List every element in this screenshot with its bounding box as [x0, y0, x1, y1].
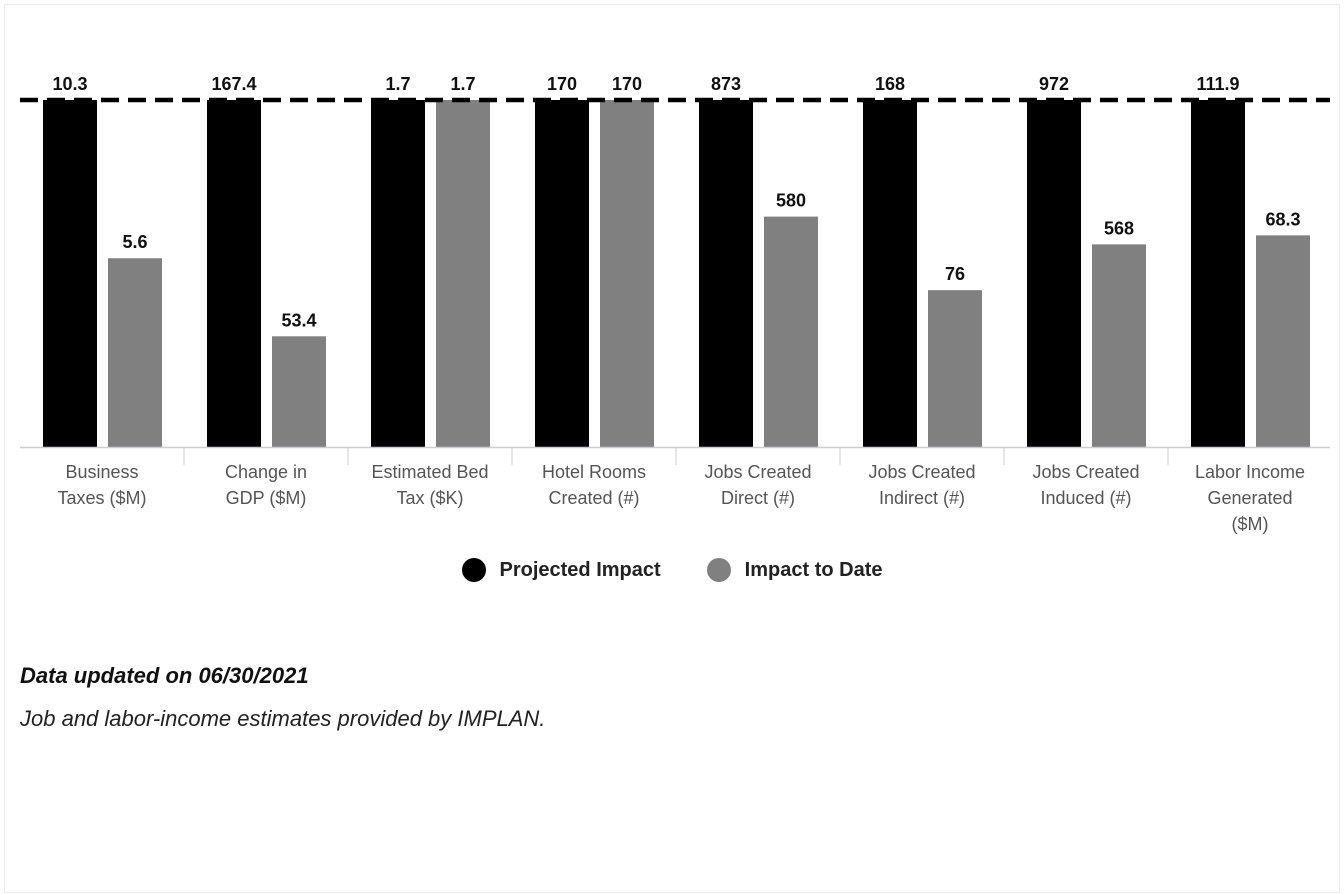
- bar-to-date-5: [928, 290, 982, 447]
- data-label-projected-0: 10.3: [52, 74, 87, 94]
- category-label-7: Labor Income Generated ($M): [1195, 462, 1305, 534]
- data-label-to-date-5: 76: [945, 264, 965, 284]
- data-updated-note: Data updated on 06/30/2021: [20, 663, 309, 688]
- bar-to-date-3: [600, 100, 654, 447]
- data-label-to-date-2: 1.7: [450, 74, 475, 94]
- data-label-projected-7: 111.9: [1196, 74, 1239, 94]
- data-label-to-date-1: 53.4: [281, 310, 316, 330]
- bar-projected-0: [43, 100, 97, 447]
- data-label-projected-1: 167.4: [211, 74, 256, 94]
- bar-projected-6: [1027, 100, 1081, 447]
- bar-chart: 10.3 167.4 1.7 170 873 168 972 111.9 5.6 53.4 1.7 1…: [20, 74, 1330, 534]
- data-label-to-date-3: 170: [612, 74, 642, 94]
- category-label-5: Jobs Created Indirect (#): [868, 462, 975, 508]
- data-label-to-date-6: 568: [1104, 218, 1134, 238]
- data-label-projected-6: 972: [1039, 74, 1069, 94]
- data-label-projected-4: 873: [711, 74, 741, 94]
- bar-to-date-2: [436, 100, 490, 447]
- bar-projected-7: [1191, 100, 1245, 447]
- category-label-0: Business Taxes ($M): [57, 462, 146, 508]
- data-label-projected-3: 170: [547, 74, 577, 94]
- legend-swatch-projected: [461, 558, 486, 582]
- bar-to-date-7: [1256, 235, 1310, 447]
- source-note: Job and labor-income estimates provided …: [20, 706, 546, 731]
- category-label-4: Jobs Created Direct (#): [704, 462, 811, 508]
- chart-frame: [4, 4, 1340, 893]
- bar-to-date-4: [764, 216, 818, 447]
- bar-to-date-6: [1092, 244, 1146, 447]
- bar-projected-2: [371, 100, 425, 447]
- data-label-projected-2: 1.7: [385, 74, 410, 94]
- data-label-to-date-7: 68.3: [1265, 209, 1300, 229]
- data-label-to-date-4: 580: [776, 191, 806, 211]
- category-label-1: Change in GDP ($M): [225, 462, 307, 508]
- legend-item-projected[interactable]: Projected Impact: [461, 558, 661, 582]
- bar-projected-3: [535, 100, 589, 447]
- category-label-2: Estimated Bed Tax ($K): [371, 462, 488, 508]
- legend-item-to-date[interactable]: Impact to Date: [706, 558, 883, 582]
- bar-to-date-0: [108, 258, 162, 447]
- legend-swatch-to-date: [706, 558, 731, 582]
- bar-projected-4: [699, 100, 753, 447]
- data-label-projected-5: 168: [875, 74, 905, 94]
- bar-projected-5: [863, 100, 917, 447]
- category-label-6: Jobs Created Induced (#): [1032, 462, 1139, 508]
- category-label-3: Hotel Rooms Created (#): [542, 462, 646, 508]
- bar-projected-1: [207, 100, 261, 447]
- legend-label-to-date: Impact to Date: [744, 558, 883, 581]
- chart-legend: Projected Impact Impact to Date: [0, 558, 1344, 582]
- data-label-to-date-0: 5.6: [122, 232, 147, 252]
- legend-label-projected: Projected Impact: [499, 558, 661, 581]
- bar-to-date-1: [272, 336, 326, 447]
